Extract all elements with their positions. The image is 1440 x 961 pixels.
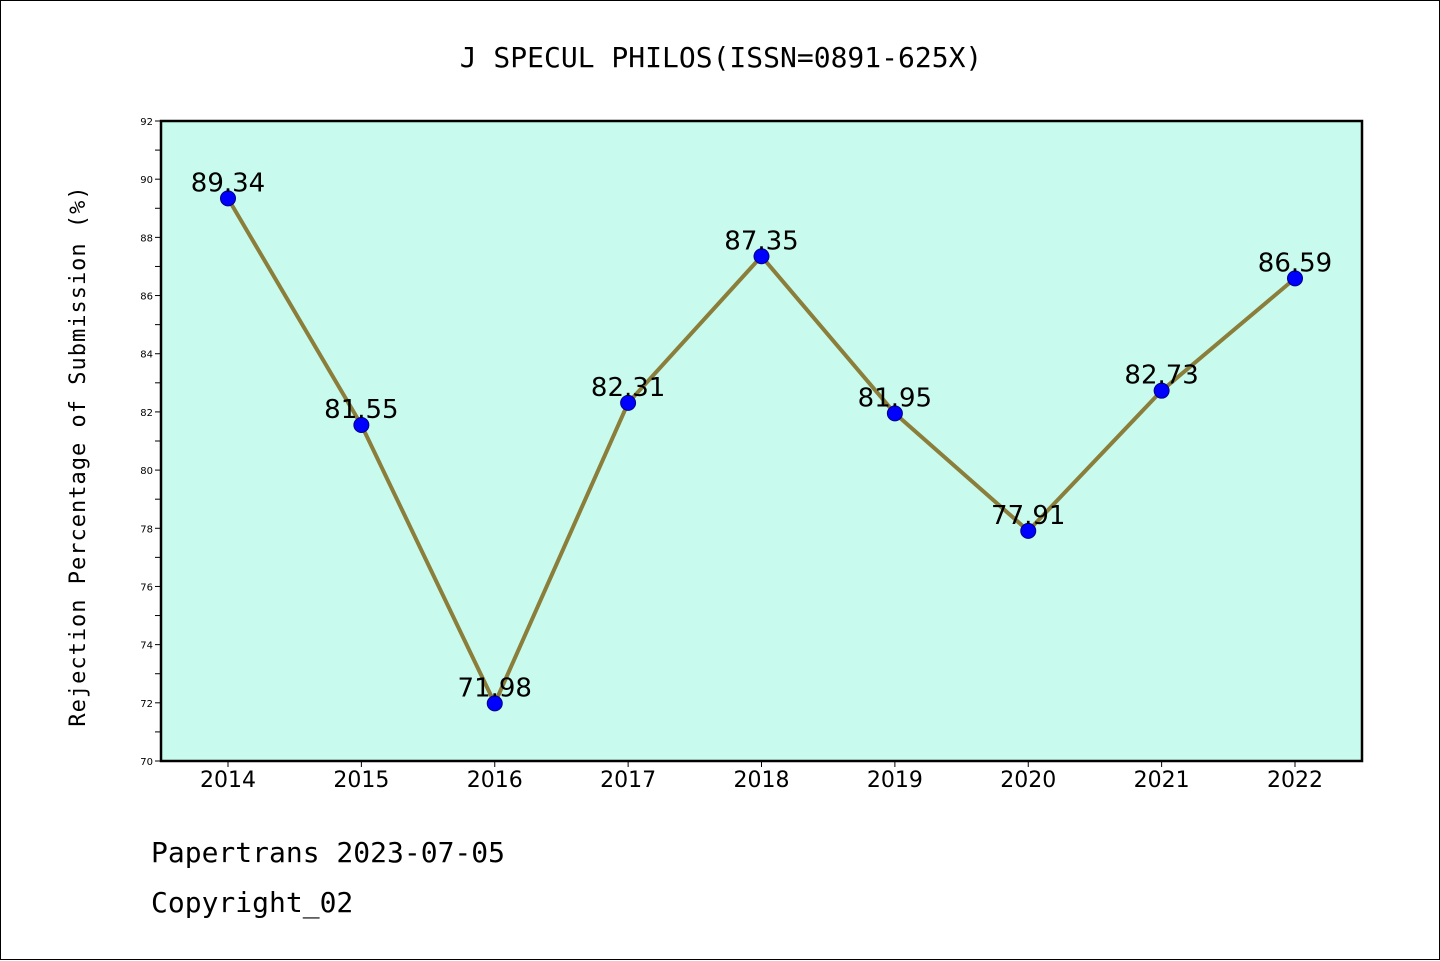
x-tick-label: 2020 — [1000, 768, 1056, 793]
y-tick-label: 80 — [140, 466, 153, 477]
x-tick-label: 2015 — [333, 768, 389, 793]
data-label: 89.34 — [191, 168, 265, 198]
y-tick-label: 82 — [140, 408, 153, 419]
y-tick-label: 70 — [140, 757, 153, 768]
data-point-marker — [353, 417, 370, 433]
data-point-marker — [620, 394, 637, 411]
x-tick-label: 2018 — [734, 768, 790, 793]
data-point-marker — [886, 405, 903, 422]
y-tick-label: 92 — [140, 117, 153, 128]
data-label: 81.95 — [858, 383, 932, 413]
data-label: 87.35 — [724, 226, 798, 256]
data-point-marker — [1153, 382, 1170, 399]
x-tick-label: 2016 — [467, 768, 523, 793]
data-label: 81.55 — [324, 395, 398, 425]
y-tick-label: 76 — [140, 582, 153, 593]
data-point-marker — [1287, 270, 1303, 287]
data-point-marker — [753, 248, 770, 265]
plot-area-background — [161, 121, 1362, 761]
y-tick-label: 90 — [140, 175, 153, 186]
data-point-marker — [1020, 522, 1037, 539]
y-tick-label: 78 — [140, 524, 153, 535]
data-label: 82.73 — [1124, 361, 1198, 391]
footer-date-text: Papertrans 2023-07-05 — [151, 836, 506, 869]
y-tick-label: 74 — [140, 641, 153, 652]
plot-frame — [159, 119, 1364, 763]
footer-copyright-text: Copyright_02 — [151, 886, 354, 919]
x-tick-label: 2017 — [600, 768, 656, 793]
data-point-marker — [220, 190, 236, 207]
y-tick-label: 88 — [140, 233, 153, 244]
data-label: 71.98 — [458, 673, 532, 703]
x-tick-label: 2019 — [867, 768, 923, 793]
data-label: 86.59 — [1258, 248, 1332, 278]
data-label: 77.91 — [991, 501, 1065, 531]
data-label: 82.31 — [591, 373, 665, 403]
x-tick-label: 2014 — [200, 768, 256, 793]
y-tick-label: 86 — [140, 292, 153, 303]
chart-title: J SPECUL PHILOS(ISSN=0891-625X) — [460, 41, 983, 74]
y-tick-label: 84 — [140, 350, 153, 361]
y-tick-label: 72 — [140, 699, 153, 710]
y-axis-label: Rejection Percentage of Submission (%) — [66, 185, 91, 726]
data-point-marker — [486, 695, 503, 712]
x-tick-label: 2021 — [1134, 768, 1190, 793]
x-tick-label: 2022 — [1267, 768, 1323, 793]
